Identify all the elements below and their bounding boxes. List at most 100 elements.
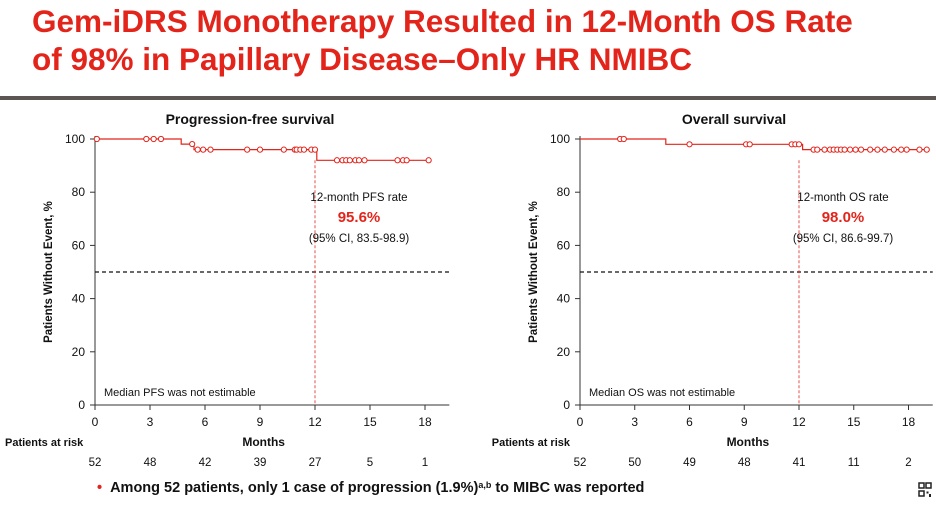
chart-1-censor-mark bbox=[189, 140, 196, 148]
chart-1-censor-mark bbox=[346, 157, 353, 164]
chart-1-x-tick-label: 3 bbox=[147, 415, 154, 429]
chart-2-x-tick-label: 3 bbox=[631, 415, 638, 429]
chart-2-censor-mark bbox=[847, 146, 854, 153]
chart-1-censor-mark bbox=[207, 146, 214, 153]
chart-2-annotation-value: 98.0% bbox=[822, 209, 865, 226]
chart-2-x-tick-label: 9 bbox=[741, 415, 748, 429]
chart-1-x-tick-label: 9 bbox=[257, 415, 264, 429]
chart-2-censor-mark bbox=[923, 146, 930, 153]
qr-code-icon bbox=[918, 482, 932, 497]
slide-title: Gem-iDRS Monotherapy Resulted in 12-Mont… bbox=[32, 2, 912, 78]
chart-1-y-axis-label: Patients Without Event, % bbox=[43, 201, 55, 343]
chart-2-censor-mark bbox=[814, 146, 821, 153]
chart-1-censor-mark bbox=[157, 135, 165, 143]
footer-superscript: a,b bbox=[478, 480, 492, 490]
chart-1-censor-mark bbox=[333, 157, 341, 164]
slide-title-line-2: of 98% in Papillary Disease–Only HR NMIB… bbox=[32, 41, 692, 77]
chart-2-y-tick-label: 20 bbox=[557, 345, 571, 359]
chart-1-censor-mark bbox=[425, 157, 432, 164]
chart-2-censor-mark bbox=[903, 146, 910, 153]
chart-1-censor-mark bbox=[394, 157, 401, 164]
chart-2-y-tick-label: 0 bbox=[563, 398, 570, 412]
chart-2-annotation-label: 12-month OS rate bbox=[797, 192, 888, 204]
chart-2-x-tick-label: 6 bbox=[686, 415, 693, 429]
chart-1-y-tick-label: 0 bbox=[78, 398, 85, 412]
chart-1-at-risk-count: 39 bbox=[254, 457, 267, 469]
footer-text: Among 52 patients, only 1 case of progre… bbox=[110, 480, 479, 496]
chart-2-censor-mark bbox=[795, 141, 803, 148]
chart-1-annotation-ci: (95% CI, 83.5-98.9) bbox=[309, 233, 410, 245]
chart-1-median-note: Median PFS was not estimable bbox=[104, 387, 256, 399]
chart-2-censor-mark bbox=[841, 146, 848, 153]
chart-1-y-tick-label: 40 bbox=[72, 292, 86, 306]
chart-1-censor-mark bbox=[355, 157, 363, 164]
chart-1-censor-mark bbox=[311, 146, 319, 153]
chart-2-at-risk-count: 49 bbox=[683, 457, 696, 469]
chart-1-annotation-value: 95.6% bbox=[338, 209, 381, 226]
chart-2-x-tick-label: 18 bbox=[902, 415, 916, 429]
chart-2-censor-mark bbox=[620, 135, 627, 143]
chart-2-x-tick-label: 15 bbox=[847, 415, 861, 429]
chart-2-y-tick-label: 80 bbox=[557, 185, 571, 199]
chart-1-censor-mark bbox=[280, 146, 287, 153]
chart-1-title: Progression-free survival bbox=[166, 111, 335, 127]
chart-2-censor-mark bbox=[898, 146, 905, 153]
chart-2-censor-mark bbox=[874, 146, 881, 153]
bullet-dot-icon: • bbox=[97, 480, 103, 496]
chart-1-y-tick-label: 60 bbox=[72, 238, 86, 252]
chart-2-censor-mark bbox=[686, 141, 693, 148]
chart-1-censor-mark bbox=[244, 146, 251, 153]
chart-2-censor-mark bbox=[867, 146, 874, 153]
chart-1-censor-mark bbox=[256, 146, 264, 153]
chart-1-at-risk-count: 5 bbox=[367, 457, 373, 469]
chart-2-at-risk-count: 41 bbox=[793, 457, 806, 469]
chart-1-at-risk-count: 1 bbox=[422, 457, 428, 469]
chart-2-at-risk-count: 2 bbox=[905, 457, 911, 469]
title-divider bbox=[0, 96, 936, 100]
chart-1-annotation-label: 12-month PFS rate bbox=[310, 192, 407, 204]
chart-1-x-tick-label: 0 bbox=[92, 415, 99, 429]
chart-2-x-tick-label: 12 bbox=[792, 415, 806, 429]
chart-1-censor-mark bbox=[300, 146, 308, 153]
chart-2-at-risk-count: 11 bbox=[848, 457, 860, 469]
chart-2-x-tick-label: 0 bbox=[577, 415, 584, 429]
chart-2-at-risk-label: Patients at risk bbox=[492, 437, 571, 449]
chart-1-censor-mark bbox=[200, 146, 207, 153]
chart-1-x-tick-label: 15 bbox=[363, 415, 377, 429]
chart-2-censor-mark bbox=[852, 146, 859, 153]
chart-2-at-risk-count: 48 bbox=[738, 457, 751, 469]
footer-note: • Among 52 patients, only 1 case of progr… bbox=[97, 480, 644, 496]
chart-2-y-tick-label: 60 bbox=[557, 238, 571, 252]
chart-1-x-tick-label: 18 bbox=[418, 415, 432, 429]
chart-1-y-tick-label: 20 bbox=[72, 345, 86, 359]
chart-2-censor-mark bbox=[881, 146, 888, 153]
chart-2-y-tick-label: 100 bbox=[550, 132, 570, 146]
chart-1-x-axis-label: Months bbox=[242, 435, 285, 449]
chart-2-title: Overall survival bbox=[682, 111, 786, 127]
chart-2-at-risk-count: 52 bbox=[574, 457, 587, 469]
chart-1-x-tick-label: 12 bbox=[308, 415, 322, 429]
chart-2-censor-mark bbox=[890, 146, 898, 153]
chart-1-censor-mark bbox=[93, 135, 100, 143]
slide-title-line-1: Gem-iDRS Monotherapy Resulted in 12-Mont… bbox=[32, 3, 853, 39]
chart-1-at-risk-count: 27 bbox=[309, 457, 322, 469]
chart-1-censor-mark bbox=[194, 146, 201, 153]
chart-2-survival-curve bbox=[580, 138, 927, 151]
footer-text-tail: to MIBC was reported bbox=[491, 480, 645, 496]
chart-2-censor-mark bbox=[746, 141, 753, 148]
chart-2-y-tick-label: 40 bbox=[557, 292, 571, 306]
chart-2-annotation-ci: (95% CI, 86.6-99.7) bbox=[793, 233, 894, 245]
chart-1-at-risk-label: Patients at risk bbox=[5, 437, 84, 449]
chart-1-x-tick-label: 6 bbox=[202, 415, 209, 429]
chart-1-censor-mark bbox=[403, 157, 410, 164]
chart-1-censor-mark bbox=[143, 135, 150, 143]
chart-1-at-risk-count: 48 bbox=[144, 457, 157, 469]
chart-1-censor-mark bbox=[150, 135, 157, 143]
chart-2-y-axis-label: Patients Without Event, % bbox=[528, 201, 540, 343]
chart-1-y-tick-label: 100 bbox=[65, 132, 85, 146]
chart-2-x-axis-label: Months bbox=[727, 435, 770, 449]
chart-1-censor-mark bbox=[361, 157, 368, 164]
chart-2-censor-mark bbox=[916, 146, 923, 153]
chart-2-median-note: Median OS was not estimable bbox=[589, 387, 735, 399]
